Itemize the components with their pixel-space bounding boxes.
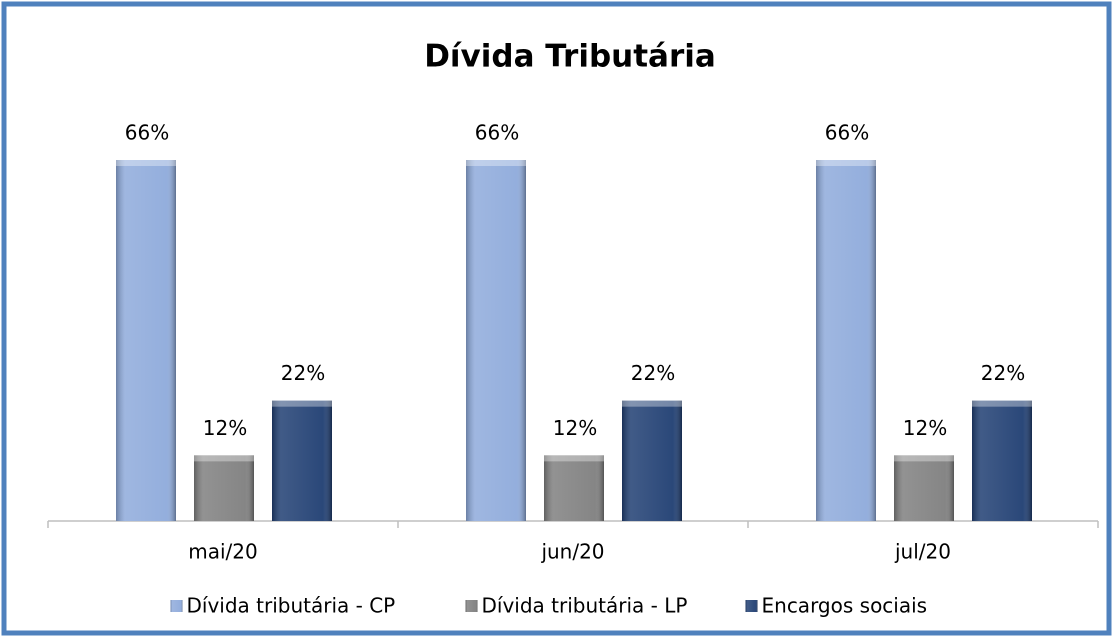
- bar-top: [544, 455, 604, 462]
- legend-label: Encargos sociais: [762, 594, 928, 618]
- data-label: 66%: [125, 121, 169, 145]
- bar-shade: [816, 160, 876, 521]
- bar-shade: [622, 400, 682, 521]
- legend-label: Dívida tributária - LP: [482, 594, 688, 618]
- bar-shade: [544, 455, 604, 521]
- x-tick-label: jun/20: [540, 540, 604, 564]
- bar-shade: [116, 160, 176, 521]
- bar-top: [622, 400, 682, 407]
- legend-swatch-shade: [465, 600, 478, 612]
- bar-top: [116, 160, 176, 166]
- data-label: 22%: [281, 361, 325, 385]
- data-label: 66%: [475, 121, 519, 145]
- x-tick-label: mai/20: [188, 540, 257, 564]
- data-label: 66%: [825, 121, 869, 145]
- bar-shade: [194, 455, 254, 521]
- bar-top: [272, 400, 332, 407]
- legend-swatch-shade: [170, 600, 183, 612]
- legend-swatch-shade: [745, 600, 758, 612]
- data-label: 12%: [903, 416, 947, 440]
- bar-top: [466, 160, 526, 166]
- bar-shade: [466, 160, 526, 521]
- bar-top: [194, 455, 254, 462]
- bar-shade: [894, 455, 954, 521]
- data-label: 22%: [631, 361, 675, 385]
- bar-shade: [972, 400, 1032, 521]
- bar-top: [894, 455, 954, 462]
- bar-top: [972, 400, 1032, 407]
- legend-label: Dívida tributária - CP: [187, 594, 396, 618]
- chart-title: Dívida Tributária: [424, 39, 716, 75]
- bar-top: [816, 160, 876, 166]
- data-label: 12%: [203, 416, 247, 440]
- data-label: 22%: [981, 361, 1025, 385]
- data-label: 12%: [553, 416, 597, 440]
- bar-shade: [272, 400, 332, 521]
- x-tick-label: jul/20: [894, 540, 951, 564]
